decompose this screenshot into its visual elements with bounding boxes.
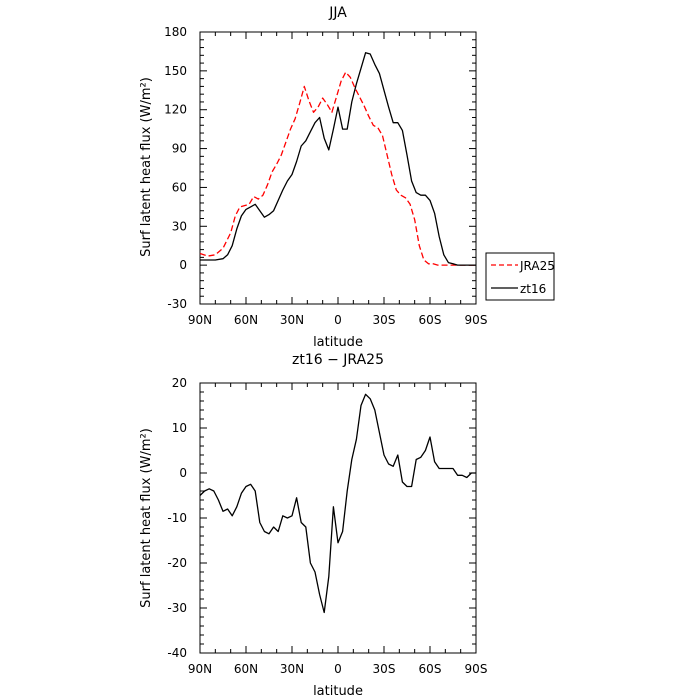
series-line-jra25 xyxy=(199,71,476,266)
y-tick-label: 30 xyxy=(172,219,187,233)
x-tick-label: 90N xyxy=(188,313,212,327)
y-tick-label: -40 xyxy=(167,646,187,660)
chart-title: JJA xyxy=(328,5,347,21)
y-axis-label: Surf latent heat flux (W/m²) xyxy=(139,428,154,608)
chart-title: zt16 − JRA25 xyxy=(292,352,384,368)
top-panel: JJA Surf latent heat flux (W/m²) latitud… xyxy=(139,5,487,350)
y-tick-label: -30 xyxy=(167,297,187,311)
y-tick-label: 90 xyxy=(172,142,187,156)
plot-frame xyxy=(199,382,477,654)
y-tick-label: -10 xyxy=(167,511,187,525)
x-tick-label: 60N xyxy=(234,662,258,676)
x-tick-label: 0 xyxy=(334,662,342,676)
legend: JRA25 zt16 xyxy=(485,252,555,301)
series-line-zt16 xyxy=(200,52,476,266)
x-tick-label: 60N xyxy=(234,313,258,327)
x-tick-label: 90S xyxy=(465,313,488,327)
plot-frame xyxy=(199,31,477,305)
x-tick-label: 0 xyxy=(334,313,342,327)
x-tick-label: 30N xyxy=(280,662,304,676)
bottom-panel: zt16 − JRA25 Surf latent heat flux (W/m²… xyxy=(139,352,487,699)
y-tick-label: 60 xyxy=(172,180,187,194)
y-axis-label: Surf latent heat flux (W/m²) xyxy=(139,77,154,257)
y-tick-label: 0 xyxy=(179,258,187,272)
y-tick-label: 180 xyxy=(164,25,187,39)
y-tick-label: -30 xyxy=(167,601,187,615)
legend-label-zt16: zt16 xyxy=(520,282,546,296)
legend-box xyxy=(485,252,555,301)
x-tick-label: 90N xyxy=(188,662,212,676)
y-tick-label: 0 xyxy=(179,466,187,480)
y-tick-label: 10 xyxy=(172,421,187,435)
legend-label-jra25: JRA25 xyxy=(519,259,555,273)
y-tick-label: -20 xyxy=(167,556,187,570)
x-tick-label: 30S xyxy=(373,313,396,327)
x-axis-label: latitude xyxy=(313,335,363,350)
x-tick-label: 30N xyxy=(280,313,304,327)
x-tick-label: 60S xyxy=(419,662,442,676)
x-tick-label: 90S xyxy=(465,662,488,676)
x-tick-label: 30S xyxy=(373,662,396,676)
x-axis-label: latitude xyxy=(313,684,363,699)
series-line-difference xyxy=(199,393,476,614)
y-tick-label: 150 xyxy=(164,64,187,78)
y-tick-label: 120 xyxy=(164,103,187,117)
x-tick-label: 60S xyxy=(419,313,442,327)
y-tick-label: 20 xyxy=(172,376,187,390)
